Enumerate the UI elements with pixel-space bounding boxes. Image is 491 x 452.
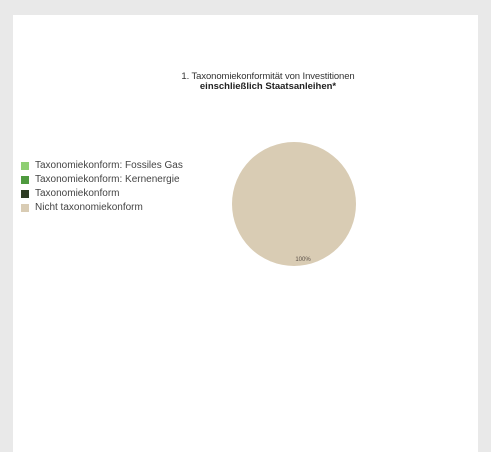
chart-legend: Taxonomiekonform: Fossiles Gas Taxonomie… bbox=[19, 161, 209, 217]
chart-panel: 1. Taxonomiekonformität von Investitione… bbox=[13, 15, 478, 452]
chart-title-line2: einschließlich Staatsanleihen* bbox=[199, 81, 337, 92]
legend-swatch-taxonomiekonform bbox=[21, 190, 29, 198]
legend-item-kernenergie: Taxonomiekonform: Kernenergie bbox=[19, 175, 209, 185]
pie-slice-nicht-taxonomiekonform bbox=[232, 142, 356, 266]
pie-chart: 100% bbox=[232, 142, 356, 266]
legend-swatch-fossiles-gas bbox=[21, 162, 29, 170]
legend-label-taxonomiekonform: Taxonomiekonform bbox=[35, 188, 120, 199]
legend-swatch-kernenergie bbox=[21, 176, 29, 184]
chart-title: 1. Taxonomiekonformität von Investitione… bbox=[113, 72, 423, 92]
legend-item-nicht-taxonomiekonform: Nicht taxonomiekonform bbox=[19, 203, 209, 213]
pie-data-label: 100% bbox=[295, 257, 311, 263]
legend-label-nicht-taxonomiekonform: Nicht taxonomiekonform bbox=[35, 202, 143, 213]
legend-item-fossiles-gas: Taxonomiekonform: Fossiles Gas bbox=[19, 161, 209, 171]
legend-item-taxonomiekonform: Taxonomiekonform bbox=[19, 189, 209, 199]
legend-label-fossiles-gas: Taxonomiekonform: Fossiles Gas bbox=[35, 160, 183, 171]
legend-swatch-nicht-taxonomiekonform bbox=[21, 204, 29, 212]
chart-title-line1: 1. Taxonomiekonformität von Investitione… bbox=[181, 71, 355, 82]
legend-label-kernenergie: Taxonomiekonform: Kernenergie bbox=[35, 174, 180, 185]
